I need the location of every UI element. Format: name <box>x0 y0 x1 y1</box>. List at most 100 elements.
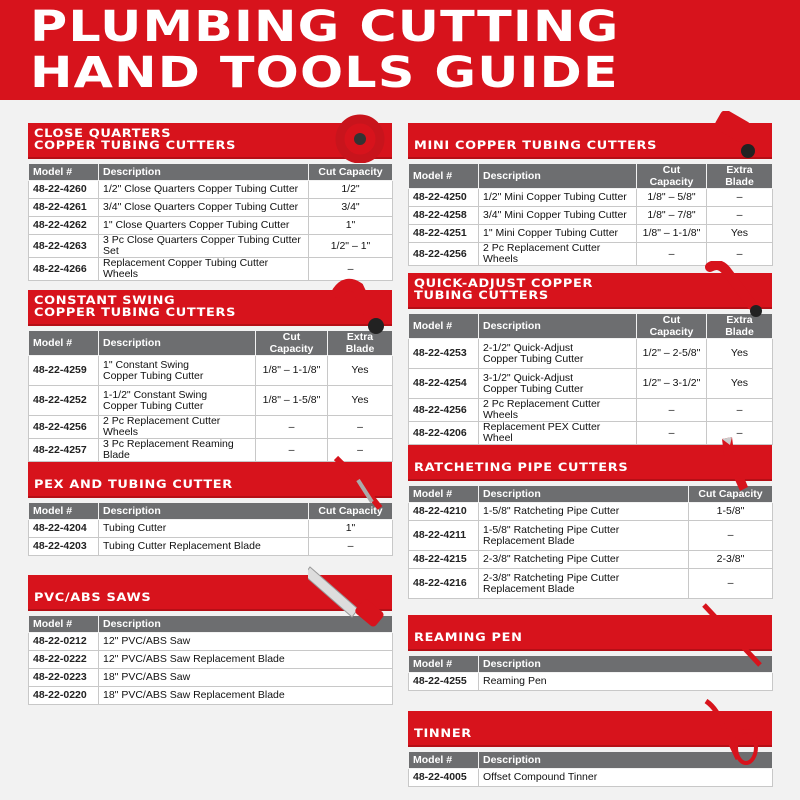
table-header-row: Model # Description Cut Capacity <box>28 502 393 520</box>
table-row: 48-22-4211 1-5/8" Ratcheting Pipe Cutter … <box>408 520 773 551</box>
table-row: 48-22-4256 2 Pc Replacement Cutter Wheels… <box>408 398 773 422</box>
section-constant-swing-copper-tubing-cutters: CONSTANT SWING COPPER TUBING CUTTERS Mod… <box>28 278 393 462</box>
section-header: MINI COPPER TUBING CUTTERS <box>408 110 772 159</box>
cut-capacity: 1/2" – 2-5/8" <box>636 338 707 369</box>
table-row: 48-22-4204 Tubing Cutter 1" <box>28 519 393 538</box>
column-header: Model # <box>408 655 479 673</box>
cut-capacity: – <box>636 398 707 422</box>
cut-capacity: – <box>688 520 773 551</box>
cut-capacity: – <box>688 568 773 599</box>
column-header: Description <box>98 330 256 356</box>
table-row: 48-22-4261 3/4" Close Quarters Copper Tub… <box>28 198 393 217</box>
cut-capacity: 2-3/8" <box>688 550 773 569</box>
model-number: 48-22-4257 <box>28 438 99 462</box>
cut-capacity: 1/8" – 1-1/8" <box>636 224 707 243</box>
table-header-row: Model # Description <box>408 751 773 769</box>
section-header: PEX AND TUBING CUTTER <box>28 455 392 510</box>
description: 1/2" Mini Copper Tubing Cutter <box>478 188 637 207</box>
pex-cutter-icon <box>328 450 388 515</box>
model-number: 48-22-4254 <box>408 368 479 399</box>
model-number: 48-22-0222 <box>28 650 99 669</box>
extra-blade: – <box>327 415 393 439</box>
column-header: Description <box>478 313 637 339</box>
model-number: 48-22-4210 <box>408 502 479 521</box>
column-header: Cut Capacity <box>688 485 773 503</box>
table-row: 48-22-0212 12" PVC/ABS Saw <box>28 632 393 651</box>
description: 3/4" Close Quarters Copper Tubing Cutter <box>98 198 309 217</box>
title-line-1: PLUMBING CUTTING <box>30 2 620 52</box>
table-header-row: Model # Description Cut Capacity Extra Blad… <box>408 163 773 189</box>
table-row: 48-22-4256 2 Pc Replacement Cutter Wheels… <box>28 415 393 439</box>
table-row: 48-22-4263 3 Pc Close Quarters Copper Tub… <box>28 234 393 258</box>
table-row: 48-22-4251 1" Mini Copper Tubing Cutter 1/… <box>408 224 773 243</box>
constant-swing-cutter-icon <box>328 278 388 345</box>
column-header: Cut Capacity <box>636 163 707 189</box>
table-row: 48-22-4252 1-1/2" Constant Swing Copper T… <box>28 385 393 416</box>
mini-cutter-icon <box>708 110 768 166</box>
extra-blade: – <box>706 206 773 225</box>
tinner-icon <box>698 698 768 774</box>
product-table: Model # Description 48-22-0212 12" PVC/ABS … <box>28 615 393 705</box>
model-number: 48-22-0220 <box>28 686 99 705</box>
description: Tubing Cutter Replacement Blade <box>98 537 309 556</box>
description: 1-1/2" Constant Swing Copper Tubing Cutt… <box>98 385 256 416</box>
column-header: Description <box>478 163 637 189</box>
column-header: Cut Capacity <box>255 330 328 356</box>
table-row: 48-22-4005 Offset Compound Tinner <box>408 768 773 787</box>
model-number: 48-22-4260 <box>28 180 99 199</box>
model-number: 48-22-4263 <box>28 234 99 258</box>
description: 3 Pc Replacement Reaming Blade <box>98 438 256 462</box>
table-row: 48-22-4256 2 Pc Replacement Cutter Wheels… <box>408 242 773 266</box>
table-row: 48-22-4257 3 Pc Replacement Reaming Blade… <box>28 438 393 462</box>
section-header: CONSTANT SWING COPPER TUBING CUTTERS <box>28 278 392 334</box>
cut-capacity: – <box>308 537 393 556</box>
cut-capacity: – <box>255 438 328 462</box>
description: Offset Compound Tinner <box>478 768 773 787</box>
model-number: 48-22-4255 <box>408 672 479 691</box>
model-number: 48-22-4256 <box>408 242 479 266</box>
cut-capacity: 3/4" <box>308 198 393 217</box>
column-header: Description <box>478 751 773 769</box>
description: Replacement Copper Tubing Cutter Wheels <box>98 257 309 281</box>
table-row: 48-22-4262 1" Close Quarters Copper Tubin… <box>28 216 393 235</box>
page-title: PLUMBING CUTTING HAND TOOLS GUIDE <box>30 4 619 96</box>
section-title: CLOSE QUARTERS COPPER TUBING CUTTERS <box>34 126 237 152</box>
title-banner: PLUMBING CUTTING HAND TOOLS GUIDE <box>0 0 800 100</box>
model-number: 48-22-4215 <box>408 550 479 569</box>
model-number: 48-22-4005 <box>408 768 479 787</box>
column-header: Model # <box>28 163 99 181</box>
model-number: 48-22-4262 <box>28 216 99 235</box>
cut-capacity: 1/8" – 1-5/8" <box>255 385 328 416</box>
model-number: 48-22-4256 <box>408 398 479 422</box>
section-reaming-pen: REAMING PEN Model # Description 48-22-4255… <box>408 603 773 691</box>
model-number: 48-22-4256 <box>28 415 99 439</box>
cut-capacity: 1/2" – 3-1/2" <box>636 368 707 399</box>
model-number: 48-22-4251 <box>408 224 479 243</box>
description: 2-3/8" Ratcheting Pipe Cutter <box>478 550 689 569</box>
model-number: 48-22-4253 <box>408 338 479 369</box>
model-number: 48-22-4259 <box>28 355 99 386</box>
cut-capacity: – <box>308 257 393 281</box>
description: 2-3/8" Ratcheting Pipe Cutter Replacemen… <box>478 568 689 599</box>
extra-blade: – <box>706 421 773 445</box>
description: 1-5/8" Ratcheting Pipe Cutter Replacemen… <box>478 520 689 551</box>
model-number: 48-22-4203 <box>28 537 99 556</box>
section-title: PEX AND TUBING CUTTER <box>34 477 233 491</box>
cut-capacity: 1" <box>308 216 393 235</box>
close-quarters-cutter-icon <box>332 111 388 168</box>
cut-capacity: 1/8" – 5/8" <box>636 188 707 207</box>
cut-capacity: 1/8" – 7/8" <box>636 206 707 225</box>
description: 18" PVC/ABS Saw Replacement Blade <box>98 686 393 705</box>
reaming-pen-icon <box>698 603 768 674</box>
table-row: 48-22-4253 2-1/2" Quick-Adjust Copper Tub… <box>408 338 773 369</box>
title-line-2: HAND TOOLS GUIDE <box>30 48 619 98</box>
model-number: 48-22-4258 <box>408 206 479 225</box>
table-header-row: Model # Description <box>28 615 393 633</box>
extra-blade: Yes <box>706 338 773 369</box>
table-row: 48-22-4203 Tubing Cutter Replacement Blad… <box>28 537 393 556</box>
description: 3 Pc Close Quarters Copper Tubing Cutter… <box>98 234 309 258</box>
section-title: TINNER <box>414 726 472 740</box>
table-row: 48-22-4210 1-5/8" Ratcheting Pipe Cutter 1… <box>408 502 773 521</box>
description: 2-1/2" Quick-Adjust Copper Tubing Cutter <box>478 338 637 369</box>
column-header: Model # <box>408 163 479 189</box>
